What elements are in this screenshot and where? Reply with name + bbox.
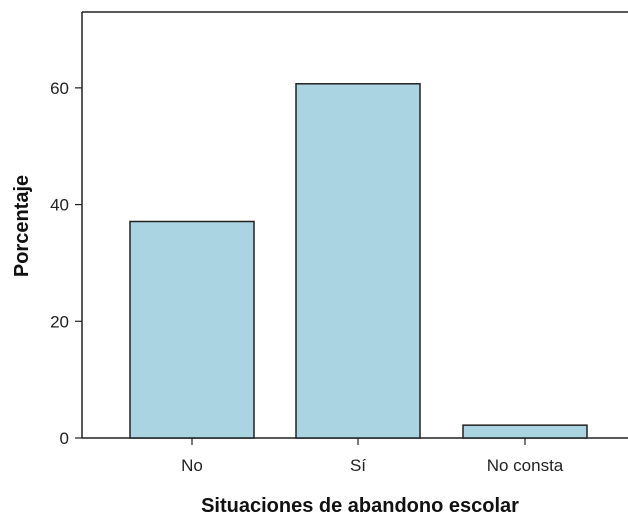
y-tick-label: 20 (50, 312, 69, 331)
x-axis-title: Situaciones de abandono escolar (201, 495, 519, 517)
y-axis-title: Porcentaje (11, 175, 33, 277)
bar (295, 83, 421, 439)
y-tick-label: 60 (50, 79, 69, 98)
x-tick-label: No (181, 456, 203, 475)
y-tick-label: 40 (50, 196, 69, 215)
y-axis-ticks: 0 20 40 60 (50, 79, 82, 448)
y-tick-label: 0 (60, 429, 69, 448)
x-axis-ticks: No Sí No consta (181, 438, 564, 475)
bar (129, 220, 255, 439)
x-tick-label: No consta (487, 456, 564, 475)
bars-group (129, 83, 588, 439)
bar (462, 424, 588, 439)
x-tick-label: Sí (350, 456, 366, 475)
